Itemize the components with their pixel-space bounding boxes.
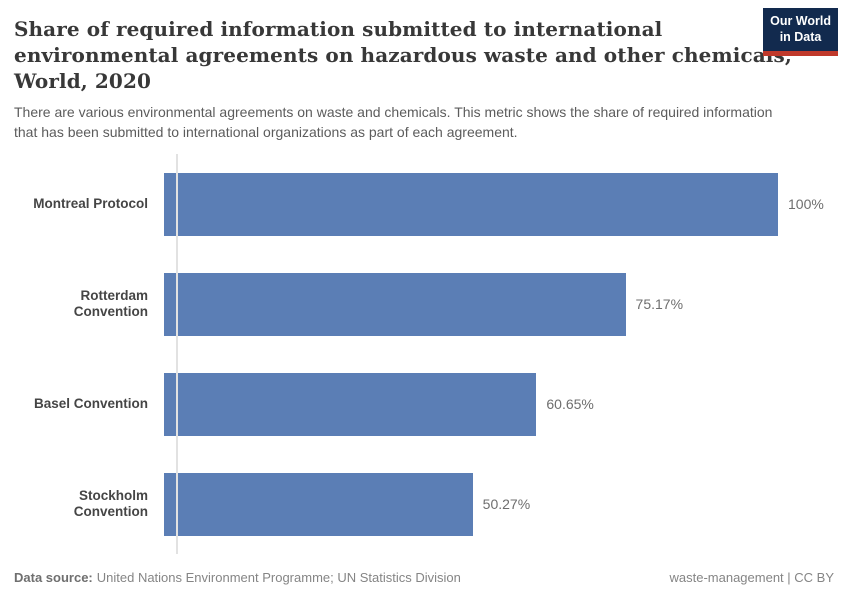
value-label: 60.65% [546, 396, 594, 412]
bar-track: 100% [164, 172, 824, 236]
owid-logo-line: in Data [779, 29, 822, 44]
owid-logo-line: Our World [770, 14, 831, 28]
value-label: 50.27% [482, 496, 531, 512]
bar-row: Montreal Protocol 100% [14, 154, 834, 254]
chart-title-line: environmental agreements on hazardous wa… [14, 43, 792, 67]
bar-row: Basel Convention 60.65% [14, 354, 834, 454]
owid-logo[interactable]: Our World in Data [763, 8, 838, 57]
category-label: Montreal Protocol [33, 195, 148, 211]
value-label: 100% [788, 196, 824, 212]
data-source-value: United Nations Environment Programme; UN… [96, 570, 461, 585]
bar-track: 50.27% [164, 472, 778, 536]
data-source: Data source: United Nations Environment P… [14, 570, 461, 585]
bar-chart: Montreal Protocol 100% Rotterdam Conventio… [14, 154, 834, 554]
category-label: Basel Convention [33, 395, 148, 411]
bar-row: Rotterdam Convention 75.17% [14, 254, 834, 354]
bar[interactable] [164, 472, 473, 536]
category-label: Stockholm Convention [73, 487, 148, 519]
chart-title-line: World, 2020 [14, 69, 151, 93]
bar[interactable] [164, 172, 778, 236]
category-label: Rotterdam Convention [73, 287, 148, 319]
bar-track: 75.17% [164, 272, 778, 336]
chart-subtitle-line: There are various environmental agreemen… [14, 104, 773, 120]
bar-track: 60.65% [164, 372, 778, 436]
page-root: Share of required information submitted … [14, 8, 838, 554]
chart-title: Share of required information submitted … [14, 16, 834, 94]
license-text: waste-management | CC BY [669, 570, 835, 585]
bar[interactable] [164, 372, 537, 436]
bar-row: Stockholm Convention 50.27% [14, 454, 834, 554]
value-label: 75.17% [635, 296, 684, 312]
data-source-label: Data source: [14, 570, 93, 585]
footer: Data source: United Nations Environment P… [0, 570, 850, 585]
chart-title-line: Share of required information submitted … [14, 17, 663, 41]
bar[interactable] [164, 272, 626, 336]
chart-subtitle-line: that has been submitted to international… [14, 124, 518, 140]
y-axis-line [176, 154, 178, 554]
chart-subtitle: There are various environmental agreemen… [14, 102, 834, 142]
